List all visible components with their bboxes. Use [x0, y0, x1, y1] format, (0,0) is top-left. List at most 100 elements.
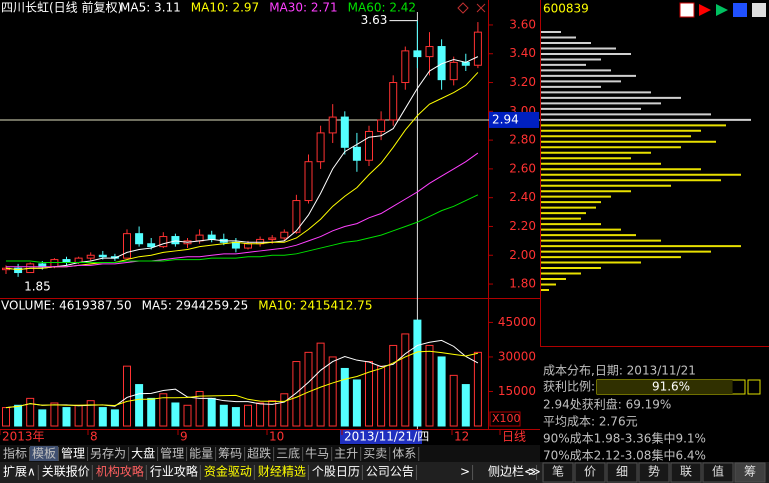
side-tab-box[interactable]: [606, 462, 638, 483]
side-tab[interactable]: 联: [680, 465, 692, 479]
side-tab[interactable]: 势: [648, 465, 660, 479]
bottom-link[interactable]: ≫: [528, 465, 541, 479]
volume-bar: [352, 379, 361, 427]
side-tab[interactable]: 值: [712, 464, 724, 479]
tab[interactable]: 管理: [61, 446, 85, 461]
side-tab[interactable]: 笔: [552, 464, 564, 479]
volume-bar: [268, 400, 277, 427]
tab[interactable]: 超跌: [247, 446, 271, 461]
tab[interactable]: 大盘: [131, 446, 155, 461]
volume-bar: [2, 407, 10, 427]
icon[interactable]: [752, 3, 766, 17]
icon[interactable]: [476, 3, 486, 13]
tab[interactable]: 三底: [276, 446, 300, 461]
bottom-link[interactable]: 关联报价: [42, 464, 90, 479]
volume-bar: [389, 344, 398, 427]
tab[interactable]: 另存为: [90, 447, 126, 461]
candle-body: [340, 116, 349, 148]
side-tab[interactable]: 价: [584, 465, 596, 479]
volume-bar: [171, 402, 180, 427]
volume-bar: [183, 404, 192, 427]
volume-bar: [304, 351, 313, 427]
icon[interactable]: [733, 3, 747, 17]
bottom-link[interactable]: 扩展∧: [3, 465, 36, 479]
icon[interactable]: [457, 2, 469, 14]
y-tick-label: 45000: [498, 315, 536, 329]
volume-bar: [207, 397, 216, 427]
side-tab-box[interactable]: [638, 462, 670, 483]
bottom-link[interactable]: >: [460, 465, 470, 479]
tab[interactable]: 体系: [392, 447, 416, 461]
unit-box: [489, 411, 521, 427]
bottom-link[interactable]: 机构攻略: [96, 464, 144, 479]
volume-bar: [231, 407, 240, 427]
y-tick-label: 2.20: [509, 219, 536, 233]
volume-legend: MA10: 2415412.75: [258, 299, 372, 313]
volume-bar: [135, 384, 144, 427]
ma-line: [5, 350, 479, 409]
cost-line: 2.94处获利盘: 69.19%: [543, 397, 671, 412]
cost-line: 70%成本2.12-3.08集中6.4%: [543, 448, 706, 463]
volume-legend: VOLUME: 4619387.50: [1, 299, 132, 313]
candle-body: [159, 236, 168, 248]
tab[interactable]: 主升: [334, 447, 358, 461]
candle-body: [268, 237, 277, 240]
volume-bar: [195, 390, 204, 427]
tab[interactable]: 买卖: [363, 447, 387, 461]
x-axis-label: 12: [454, 430, 469, 444]
y-tick-label: 2.40: [509, 190, 536, 204]
tab-active: [30, 446, 59, 461]
x-axis-label: 8: [90, 430, 98, 444]
candle-body: [425, 46, 434, 58]
y-tick-label: 15000: [498, 384, 536, 398]
volume-bar: [110, 409, 119, 427]
candle-body: [352, 146, 361, 161]
bottom-link[interactable]: 财经精选: [258, 465, 306, 479]
candle-body: [135, 233, 144, 245]
volume-bar: [425, 344, 434, 427]
side-tab[interactable]: 筹: [744, 465, 756, 479]
volume-bar: [256, 402, 265, 427]
volume-bar: [340, 367, 349, 427]
volume-bar: [401, 333, 410, 427]
tab[interactable]: 筹码: [218, 447, 242, 461]
side-tab-box[interactable]: [702, 462, 734, 483]
y-tick-label: 2.00: [509, 248, 536, 262]
ma-line: [5, 72, 479, 271]
tab-bar: [0, 445, 540, 462]
side-tab-box[interactable]: [574, 462, 606, 483]
candle-body: [14, 267, 23, 274]
icon[interactable]: [679, 2, 695, 18]
ma-legend: MA30: 2.71: [269, 1, 337, 15]
volume-bar: [147, 397, 156, 427]
icon[interactable]: [699, 4, 711, 16]
y-tick-label: 3.40: [509, 46, 536, 60]
bottom-link[interactable]: 侧边栏<: [488, 464, 534, 479]
tab[interactable]: 模板: [32, 447, 56, 461]
tab[interactable]: 指标: [3, 446, 27, 461]
volume-bar: [377, 365, 386, 427]
ma-line: [6, 194, 479, 263]
side-tab[interactable]: 细: [616, 465, 628, 479]
y-tick-label: 2.80: [509, 133, 536, 147]
toolbar-icons: [457, 2, 766, 18]
tab[interactable]: 管理: [160, 446, 184, 461]
candle-body: [171, 236, 180, 245]
side-tab-box[interactable]: [670, 462, 702, 483]
ma-legend: MA5: 3.11: [120, 1, 181, 15]
bottom-link[interactable]: 行业攻略: [150, 464, 198, 479]
candle-body: [401, 50, 410, 84]
tab[interactable]: 能量: [189, 447, 213, 461]
icon[interactable]: [716, 4, 728, 16]
stock-code: 600839: [543, 2, 589, 16]
bottom-link[interactable]: 个股日历: [312, 465, 360, 479]
bottom-link[interactable]: 资金驱动: [204, 464, 252, 479]
tab[interactable]: 牛马: [305, 446, 329, 461]
volume-bar: [280, 393, 289, 427]
x-axis-label: 2013/11/21/四: [344, 430, 429, 444]
side-tab-box[interactable]: [734, 462, 766, 483]
volume-bar: [461, 384, 470, 427]
bottom-link[interactable]: 公司公告: [366, 465, 414, 479]
candle-body: [98, 254, 107, 258]
